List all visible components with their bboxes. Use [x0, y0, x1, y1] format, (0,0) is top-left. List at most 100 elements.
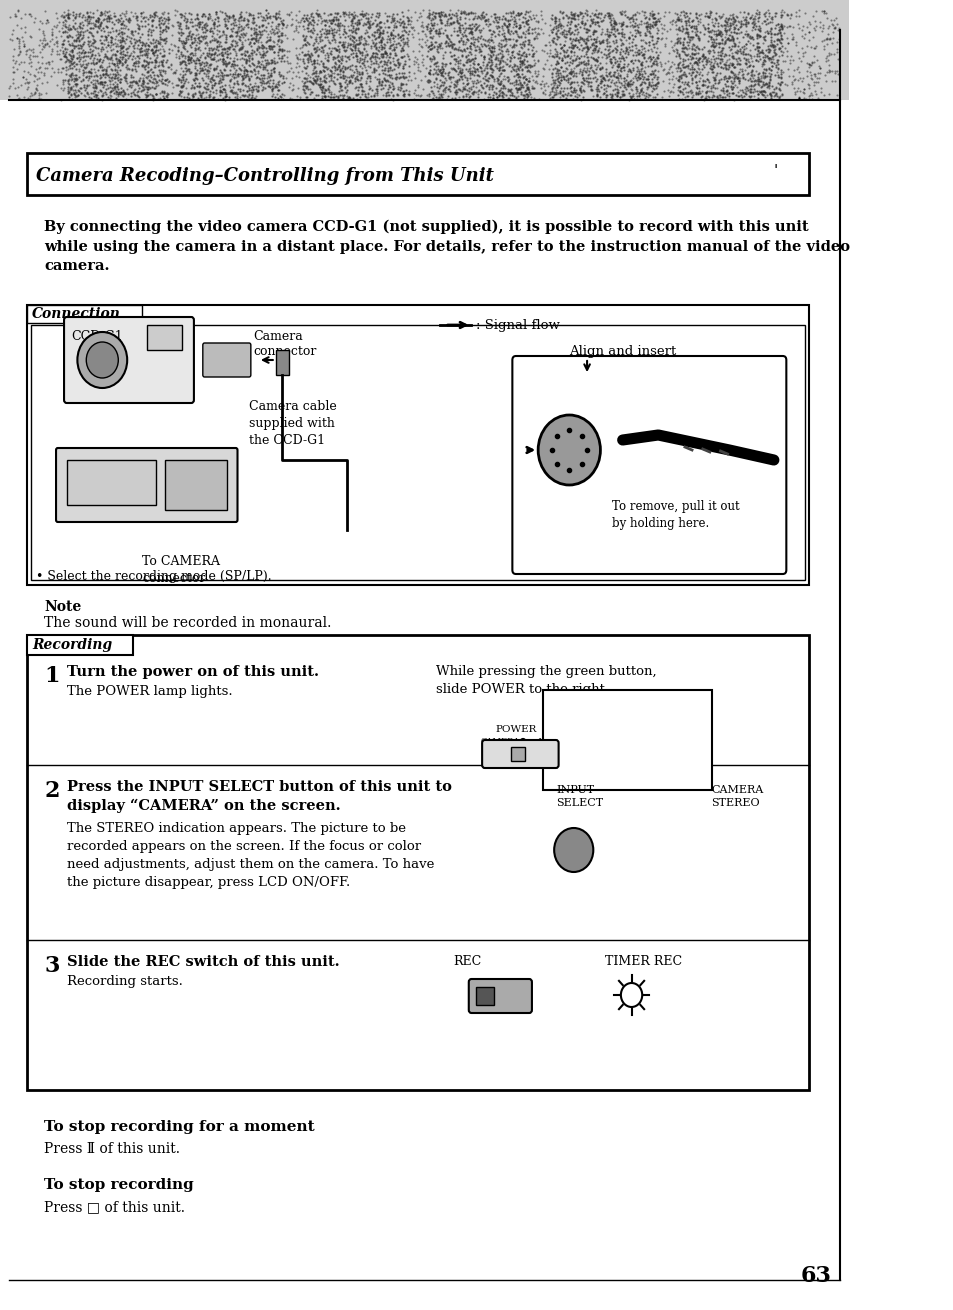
Point	[206, 13, 221, 34]
Point	[119, 25, 134, 46]
Point	[512, 46, 527, 67]
Point	[98, 26, 113, 47]
Point	[457, 47, 473, 68]
Point	[223, 80, 238, 101]
Point	[101, 9, 116, 30]
Point	[172, 52, 188, 73]
Point	[95, 66, 111, 86]
Point	[576, 30, 591, 51]
Point	[774, 17, 789, 38]
Point	[112, 71, 128, 92]
Point	[422, 38, 437, 59]
Point	[212, 26, 227, 47]
Point	[69, 30, 84, 51]
Point	[347, 68, 362, 89]
Point	[328, 7, 343, 28]
Point	[246, 59, 261, 80]
Point	[201, 39, 216, 60]
Point	[665, 34, 680, 55]
Point	[61, 3, 76, 24]
Point	[638, 51, 653, 72]
Point	[158, 17, 173, 38]
Point	[641, 4, 657, 25]
Point	[574, 13, 589, 34]
Point	[152, 88, 168, 109]
Point	[583, 42, 598, 63]
Point	[740, 76, 756, 97]
Point	[732, 41, 747, 62]
Bar	[275, 350, 289, 375]
Point	[483, 41, 498, 62]
Point	[622, 73, 638, 94]
Point	[99, 41, 114, 62]
Point	[183, 47, 198, 68]
Point	[374, 72, 389, 93]
Point	[174, 51, 190, 72]
Point	[129, 71, 144, 92]
Point	[142, 59, 157, 80]
Point	[526, 28, 541, 48]
Point	[253, 69, 269, 90]
Point	[264, 79, 279, 100]
Point	[175, 5, 191, 26]
Point	[782, 46, 798, 67]
Point	[722, 14, 738, 35]
Point	[65, 45, 80, 66]
Point	[88, 72, 103, 93]
Point	[285, 75, 300, 96]
Point	[690, 84, 705, 105]
Point	[143, 33, 158, 54]
Point	[345, 28, 360, 48]
Point	[635, 29, 650, 50]
Point	[491, 66, 506, 86]
Point	[315, 10, 331, 31]
Point	[690, 29, 705, 50]
Point	[371, 37, 386, 58]
Point	[36, 64, 51, 85]
Point	[632, 24, 647, 45]
Point	[640, 21, 656, 42]
Point	[258, 37, 274, 58]
Point	[638, 85, 653, 106]
Point	[101, 10, 116, 31]
Point	[5, 73, 20, 94]
Point	[410, 58, 425, 79]
Point	[503, 72, 518, 93]
Point	[528, 41, 543, 62]
Point	[477, 68, 493, 89]
Point	[294, 71, 310, 92]
Point	[204, 30, 219, 51]
Point	[372, 31, 387, 52]
Point	[274, 25, 290, 46]
Point	[426, 37, 441, 58]
Point	[345, 34, 360, 55]
Point	[593, 73, 608, 94]
Point	[318, 56, 334, 77]
Point	[25, 46, 40, 67]
Point	[425, 14, 440, 35]
Point	[447, 81, 462, 102]
Point	[537, 13, 552, 34]
Point	[147, 31, 162, 52]
Point	[320, 48, 335, 69]
Point	[65, 54, 80, 75]
Point	[169, 12, 184, 33]
Point	[611, 86, 626, 107]
Point	[755, 54, 770, 75]
Point	[66, 30, 81, 51]
Point	[107, 3, 122, 24]
Point	[123, 1, 138, 22]
Point	[508, 30, 523, 51]
Point	[499, 67, 515, 88]
Point	[578, 5, 594, 26]
Point	[194, 83, 210, 103]
Point	[751, 26, 766, 47]
Point	[313, 73, 328, 94]
Point	[240, 75, 255, 96]
Point	[579, 51, 595, 72]
Point	[314, 39, 330, 60]
Point	[55, 21, 71, 42]
Point	[44, 43, 59, 64]
Point	[193, 16, 209, 37]
Point	[375, 26, 390, 47]
